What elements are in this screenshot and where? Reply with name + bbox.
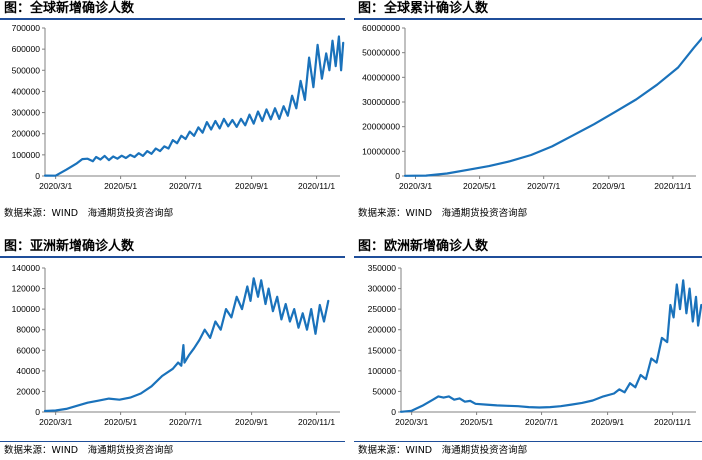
x-tick-label: 2020/11/1	[298, 417, 335, 427]
y-tick-label: 50000	[372, 386, 396, 396]
y-tick-label: 200000	[12, 129, 41, 139]
panel-global-daily: 图：全球新增确诊人数 0 100000 200000 300000 400000 5000…	[0, 0, 345, 222]
line-chart: 0 100000 200000 300000 400000 500000 600000 700…	[12, 23, 345, 191]
y-tick-label: 350000	[368, 263, 397, 273]
x-tick-label: 2020/5/1	[460, 417, 493, 427]
series-line	[399, 279, 702, 413]
x-tick-label: 2020/7/1	[525, 417, 558, 427]
x-tick-label: 2020/3/1	[399, 181, 432, 191]
chart-title: 图：亚洲新增确诊人数	[4, 239, 135, 254]
y-tick-label: 200000	[368, 325, 397, 335]
chart-title: 图：欧洲新增确诊人数	[358, 239, 489, 254]
series-line	[43, 277, 330, 413]
y-tick-label: 250000	[368, 304, 397, 314]
bottom-rule	[354, 441, 702, 442]
y-tick-label: 20000000	[362, 122, 400, 132]
series-line	[43, 35, 345, 177]
line-chart: 0 50000 100000 150000 200000 250000 300000 3500…	[368, 263, 702, 427]
series-line	[403, 36, 702, 177]
y-tick-label: 100000	[12, 304, 41, 314]
y-tick-label: 0	[35, 171, 40, 181]
panel-global-cumulative: 图：全球累计确诊人数 0 10000000 20000000 30000000 4000…	[354, 0, 702, 222]
bottom-rule	[0, 441, 345, 442]
y-tick-label: 100000	[12, 150, 41, 160]
x-tick-label: 2020/3/1	[395, 417, 428, 427]
line-chart: 0 10000000 20000000 30000000 40000000 5000000…	[362, 23, 702, 191]
x-tick-label: 2020/3/1	[39, 417, 72, 427]
x-tick-label: 2020/5/1	[463, 181, 496, 191]
y-tick-label: 300000	[368, 284, 397, 294]
y-tick-label: 80000	[16, 325, 40, 335]
y-tick-label: 40000	[16, 366, 40, 376]
y-tick-label: 300000	[12, 108, 41, 118]
x-tick-label: 2020/9/1	[592, 181, 625, 191]
y-tick-label: 150000	[368, 345, 397, 355]
x-tick-label: 2020/7/1	[169, 417, 202, 427]
y-tick-label: 60000000	[362, 23, 400, 33]
y-tick-label: 50000000	[362, 48, 400, 58]
x-tick-label: 2020/5/1	[104, 417, 137, 427]
y-tick-label: 0	[395, 171, 400, 181]
source-note: 数据来源：WIND 海通期货投资咨询部	[4, 208, 174, 219]
title-rule	[0, 256, 345, 258]
panel-europe-daily: 图：欧洲新增确诊人数 0 50000 100000 150000 200000 25000…	[354, 238, 702, 460]
x-tick-label: 2020/5/1	[104, 181, 137, 191]
x-tick-label: 2020/9/1	[235, 181, 268, 191]
y-tick-label: 120000	[12, 284, 41, 294]
y-tick-label: 10000000	[362, 146, 400, 156]
panel-asia-daily: 图：亚洲新增确诊人数 0 20000 40000 60000 80000 100000 12…	[0, 238, 345, 460]
y-tick-label: 140000	[12, 263, 41, 273]
title-rule	[354, 256, 702, 258]
x-tick-label: 2020/3/1	[39, 181, 72, 191]
x-tick-label: 2020/11/1	[654, 181, 691, 191]
x-tick-label: 2020/9/1	[591, 417, 624, 427]
x-tick-label: 2020/9/1	[235, 417, 268, 427]
y-tick-label: 600000	[12, 44, 41, 54]
y-tick-label: 0	[35, 407, 40, 417]
y-tick-label: 30000000	[362, 97, 400, 107]
y-tick-label: 500000	[12, 65, 41, 75]
source-note: 数据来源：WIND 海通期货投资咨询部	[4, 445, 174, 456]
y-tick-label: 700000	[12, 23, 41, 33]
y-tick-label: 20000	[16, 386, 40, 396]
line-chart: 0 20000 40000 60000 80000 100000 120000 140000 2…	[12, 263, 340, 427]
y-tick-label: 40000000	[362, 72, 400, 82]
x-tick-label: 2020/7/1	[169, 181, 202, 191]
y-tick-label: 100000	[368, 366, 397, 376]
source-note: 数据来源：WIND 海通期货投资咨询部	[358, 208, 528, 219]
title-rule	[354, 18, 702, 20]
chart-title: 图：全球累计确诊人数	[358, 1, 489, 16]
source-note: 数据来源：WIND 海通期货投资咨询部	[358, 445, 528, 456]
y-tick-label: 400000	[12, 86, 41, 96]
x-tick-label: 2020/7/1	[527, 181, 560, 191]
x-tick-label: 2020/11/1	[654, 417, 691, 427]
title-rule	[0, 18, 345, 20]
y-tick-label: 60000	[16, 345, 40, 355]
x-tick-label: 2020/11/1	[298, 181, 335, 191]
chart-title: 图：全球新增确诊人数	[4, 1, 135, 16]
y-tick-label: 0	[391, 407, 396, 417]
